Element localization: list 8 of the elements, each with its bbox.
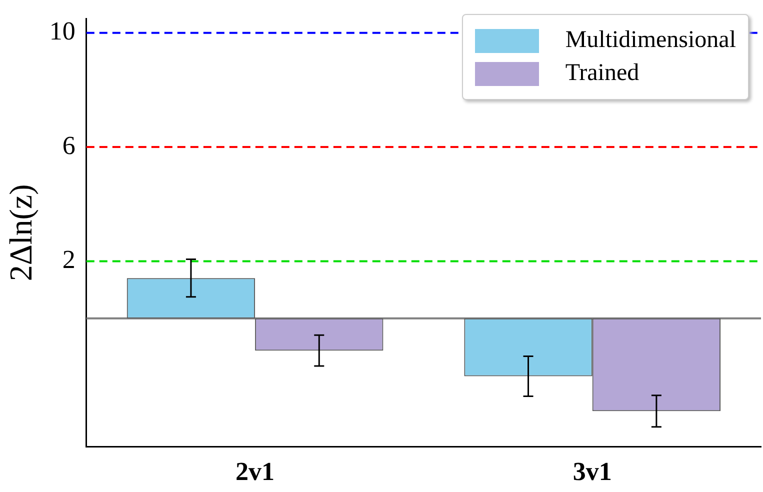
y-tick-label: 10 — [49, 16, 76, 46]
legend-label: Multidimensional — [565, 27, 736, 54]
y-tick-label: 2 — [62, 245, 76, 274]
x-tick-label: 2v1 — [236, 457, 275, 486]
legend-label: Trained — [565, 60, 640, 87]
y-axis-title: 2Δln(z) — [2, 184, 39, 282]
y-tick-label: 6 — [62, 130, 76, 160]
x-tick-label: 3v1 — [572, 457, 612, 486]
